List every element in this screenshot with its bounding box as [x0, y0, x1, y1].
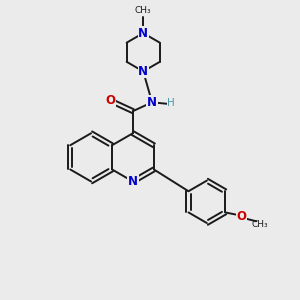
Text: N: N	[147, 96, 157, 109]
Text: N: N	[138, 27, 148, 40]
Text: O: O	[106, 94, 116, 107]
Text: N: N	[128, 175, 138, 188]
Text: H: H	[167, 98, 175, 108]
Text: CH₃: CH₃	[135, 6, 152, 15]
Text: O: O	[236, 210, 246, 223]
Text: N: N	[138, 65, 148, 78]
Text: CH₃: CH₃	[251, 220, 268, 229]
